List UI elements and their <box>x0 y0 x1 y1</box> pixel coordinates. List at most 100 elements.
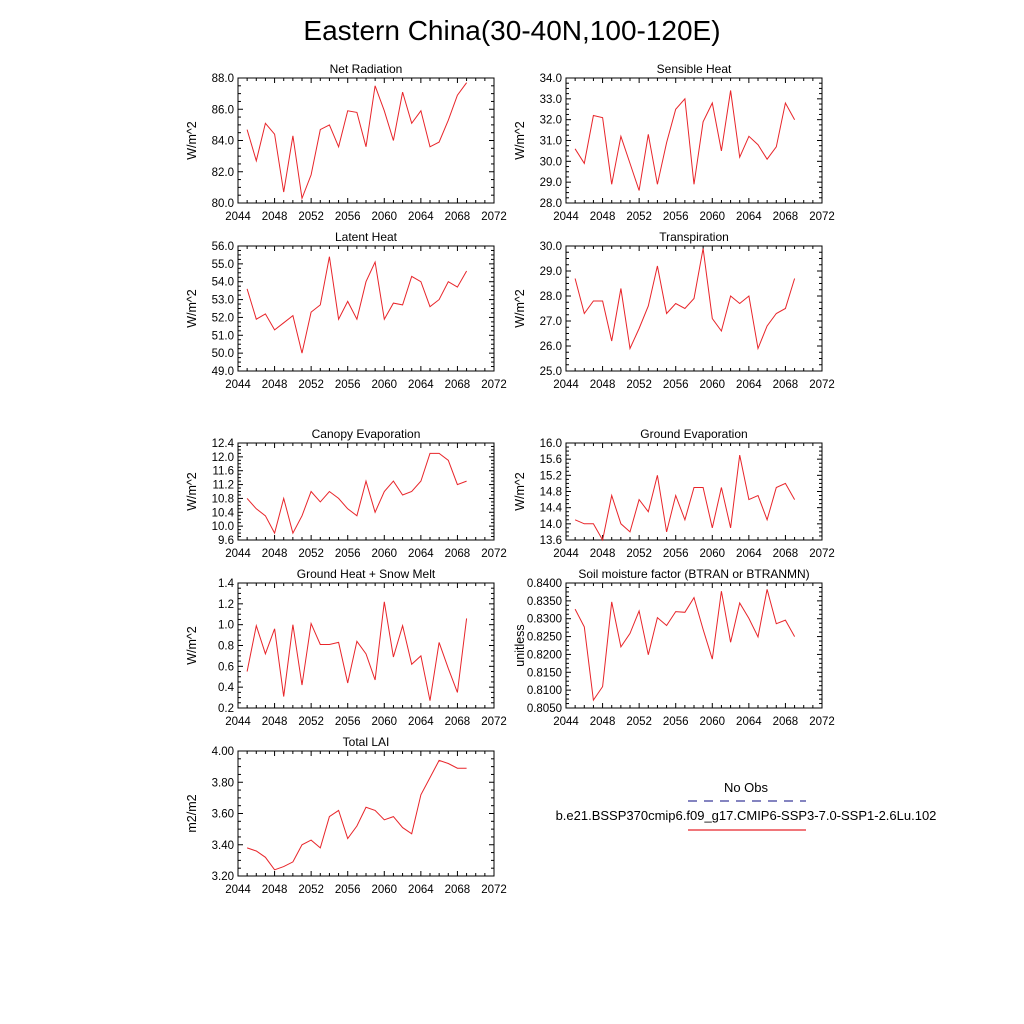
panel-8-ytick-label: 0.8400 <box>527 578 562 590</box>
panel-4-series-line <box>574 248 796 351</box>
panel-6-ytick-label: 15.6 <box>540 454 562 466</box>
panel-7-ytick-label: 1.0 <box>218 620 234 632</box>
panel-6-xtick-label: 2072 <box>809 548 835 560</box>
panel-1-xtick-label: 2068 <box>445 211 471 223</box>
panel-8-ylabel: unitless <box>513 624 527 666</box>
panel-4-ytick-label: 30.0 <box>540 241 562 253</box>
panel-8-series-line <box>574 589 796 702</box>
panel-5-ytick-label: 9.6 <box>218 535 234 547</box>
panel-3-ylabel: W/m^2 <box>185 289 199 328</box>
panel-1-xtick-label: 2056 <box>335 211 361 223</box>
panel-8-ytick-label: 0.8200 <box>527 649 562 661</box>
panel-2-xtick-label: 2064 <box>736 211 762 223</box>
panel-2-xtick-label: 2060 <box>699 211 725 223</box>
panel-3-ytick-label: 55.0 <box>212 259 234 271</box>
panel-9-ytick-label: 4.00 <box>212 746 234 758</box>
panel-2-ytick-label: 28.0 <box>540 198 562 210</box>
panel-7-ytick-label: 1.2 <box>218 599 234 611</box>
panel-4-ytick-label: 28.0 <box>540 291 562 303</box>
panel-7: Ground Heat + Snow Melt W/m^2 2044 2048 2052… <box>185 567 507 728</box>
panel-3-ytick-label: 52.0 <box>212 312 234 324</box>
panel-3-xtick-label: 2060 <box>371 379 397 391</box>
panel-8-xtick-label: 2072 <box>809 716 835 728</box>
panel-2-series-line <box>574 90 796 191</box>
panel-5-xtick-label: 2072 <box>481 548 507 560</box>
panel-5-ytick-label: 10.4 <box>212 507 235 519</box>
panel-3-series-line <box>246 256 468 354</box>
panel-4-ytick-label: 25.0 <box>540 366 562 378</box>
panel-7-xtick-label: 2072 <box>481 716 507 728</box>
panel-7-xtick-label: 2068 <box>445 716 471 728</box>
legend-model-label: b.e21.BSSP370cmip6.f09_g17.CMIP6-SSP3-7.… <box>556 808 937 823</box>
panel-5-ytick-label: 11.2 <box>212 480 234 492</box>
panel-8-ytick-label: 0.8350 <box>527 596 562 608</box>
panel-7-ytick-label: 0.2 <box>218 703 234 715</box>
panel-6-xtick-label: 2052 <box>626 548 652 560</box>
panel-8-ytick-label: 0.8050 <box>527 703 562 715</box>
panel-9-ytick-label: 3.40 <box>212 840 234 852</box>
panel-6-xtick-label: 2060 <box>699 548 725 560</box>
panel-5-ytick-label: 12.0 <box>212 452 234 464</box>
panel-9-xtick-label: 2048 <box>262 884 288 896</box>
panel-2-ytick-label: 30.0 <box>540 156 562 168</box>
panel-8: Soil moisture factor (BTRAN or BTRANMN) u… <box>513 567 835 728</box>
panel-4: Transpiration W/m^2 2044 2048 2052 2056 2060 20… <box>513 230 835 391</box>
panel-4-xtick-label: 2064 <box>736 379 762 391</box>
panel-7-xtick-label: 2048 <box>262 716 288 728</box>
panel-2-ylabel: W/m^2 <box>513 121 527 160</box>
panel-8-xtick-label: 2068 <box>773 716 799 728</box>
panel-8-ytick-label: 0.8250 <box>527 632 562 644</box>
panel-2-xtick-label: 2052 <box>626 211 652 223</box>
panel-5-xtick-label: 2064 <box>408 548 434 560</box>
panel-1-xtick-label: 2064 <box>408 211 434 223</box>
panel-7-xtick-label: 2056 <box>335 716 361 728</box>
panel-2: Sensible Heat W/m^2 2044 2048 2052 2056 2060 20… <box>513 62 835 223</box>
panel-8-xtick-label: 2044 <box>553 716 579 728</box>
panel-1-xtick-label: 2044 <box>225 211 251 223</box>
panel-3-xtick-label: 2068 <box>445 379 471 391</box>
panel-9-title: Total LAI <box>343 735 390 749</box>
panel-7-xtick-label: 2044 <box>225 716 251 728</box>
panel-5: Canopy Evaporation W/m^2 2044 2048 2052 2056 2… <box>185 427 507 560</box>
panel-7-xtick-label: 2052 <box>298 716 324 728</box>
panel-2-xtick-label: 2048 <box>590 211 616 223</box>
panel-9-xtick-label: 2064 <box>408 884 434 896</box>
panel-9-ytick-label: 3.60 <box>212 809 234 821</box>
panel-5-ylabel: W/m^2 <box>185 472 199 511</box>
panel-4-ytick-label: 27.0 <box>540 316 562 328</box>
panel-6-xtick-label: 2056 <box>663 548 689 560</box>
panel-3-ytick-label: 54.0 <box>212 277 234 289</box>
panel-6-series-line <box>574 454 796 542</box>
panel-7-ytick-label: 0.4 <box>218 682 235 694</box>
panel-1-ytick-label: 86.0 <box>212 104 234 116</box>
panel-1-frame <box>237 77 495 204</box>
panel-5-title: Canopy Evaporation <box>312 427 421 441</box>
panel-6-ytick-label: 13.6 <box>540 535 562 547</box>
panel-5-xtick-label: 2056 <box>335 548 361 560</box>
panel-2-xtick-label: 2068 <box>773 211 799 223</box>
panel-4-xtick-label: 2060 <box>699 379 725 391</box>
panel-8-ytick-label: 0.8100 <box>527 685 562 697</box>
panel-5-ytick-label: 11.6 <box>212 466 234 478</box>
panel-6-ytick-label: 15.2 <box>540 470 562 482</box>
panel-3-ytick-label: 50.0 <box>212 348 234 360</box>
panel-3-xtick-label: 2056 <box>335 379 361 391</box>
panel-6: Ground Evaporation W/m^2 2044 2048 2052 2056 2… <box>513 427 835 560</box>
panel-9-xtick-label: 2072 <box>481 884 507 896</box>
panel-3-ytick-label: 56.0 <box>212 241 234 253</box>
panel-1: Net Radiation W/m^2 2044 2048 2052 2056 2060 20… <box>185 62 507 223</box>
panel-1-xtick-label: 2060 <box>371 211 397 223</box>
panel-5-xtick-label: 2048 <box>262 548 288 560</box>
panel-9-xtick-label: 2068 <box>445 884 471 896</box>
panel-5-ytick-label: 10.0 <box>212 521 234 533</box>
panel-6-xtick-label: 2048 <box>590 548 616 560</box>
panel-4-xtick-label: 2048 <box>590 379 616 391</box>
panel-7-series-line <box>246 601 468 701</box>
panel-6-frame <box>565 442 823 541</box>
panel-4-ylabel: W/m^2 <box>513 289 527 328</box>
panel-2-ytick-label: 32.0 <box>540 115 562 127</box>
panel-4-ytick-label: 26.0 <box>540 341 562 353</box>
panel-6-xtick-label: 2064 <box>736 548 762 560</box>
panels: Net Radiation W/m^2 2044 2048 2052 2056 2060 20… <box>185 62 835 896</box>
panel-1-xtick-label: 2072 <box>481 211 507 223</box>
